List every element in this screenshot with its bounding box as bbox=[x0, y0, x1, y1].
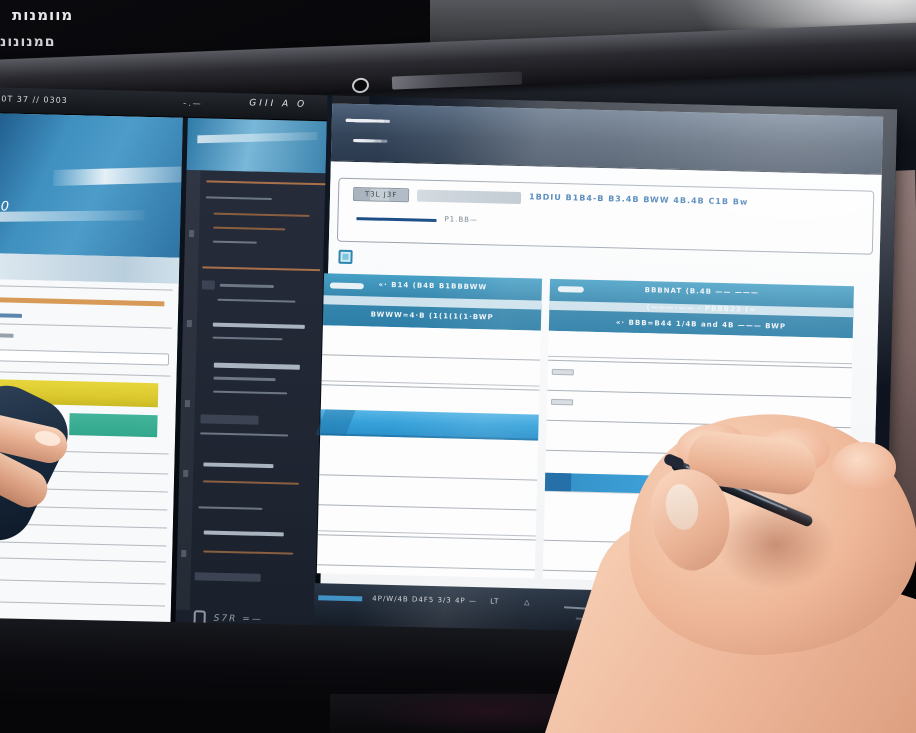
filter-toolbar: T3L J3F 1BDIU B1B4-B B3.4B BWW 4B.4B C1B… bbox=[336, 177, 875, 255]
code-line bbox=[213, 212, 310, 217]
code-line bbox=[203, 462, 274, 469]
code-line bbox=[213, 376, 276, 382]
filter-link[interactable]: 1BDIU B1B4-B B3.4B BWW 4B.4B C1B Bw bbox=[528, 192, 749, 207]
search-field[interactable] bbox=[416, 189, 522, 205]
window-controls-mid[interactable]: -.— bbox=[183, 98, 203, 109]
left-panel-header: 0 bbox=[0, 113, 183, 258]
table-header[interactable]: BBBNAT (B.4B —— ——— (———·—— · PBBB23 (= … bbox=[548, 278, 854, 339]
code-line bbox=[212, 336, 283, 341]
code-editor-panel[interactable]: S7R =— bbox=[174, 117, 327, 654]
header-gloss bbox=[197, 131, 318, 144]
progress-cap bbox=[544, 472, 572, 492]
code-line bbox=[213, 362, 300, 370]
table-header-text: (———·—— · PBBB23 (= bbox=[646, 303, 757, 314]
gutter-mark bbox=[186, 319, 192, 328]
hand-shadow bbox=[716, 500, 836, 590]
table-column-left: «· B14 (B4B B1BBBWW BWWW=4·B (1(1(1(1·BW… bbox=[315, 273, 543, 601]
code-line bbox=[213, 390, 288, 395]
table-rows bbox=[315, 325, 541, 601]
header-badge: 0 bbox=[0, 199, 10, 215]
code-token-box bbox=[200, 414, 259, 425]
status-progress-strip bbox=[318, 595, 363, 602]
code-line bbox=[203, 550, 294, 555]
gutter-mark bbox=[183, 469, 189, 478]
code-line bbox=[202, 266, 321, 272]
row-divider bbox=[0, 371, 171, 377]
window-controls-right[interactable]: GIII A O bbox=[249, 98, 308, 110]
active-filter-underline bbox=[356, 217, 437, 223]
row-label-mark bbox=[0, 313, 23, 318]
code-line bbox=[206, 180, 327, 186]
menu-item[interactable] bbox=[345, 118, 390, 123]
gutter-mark bbox=[184, 399, 190, 408]
code-line bbox=[205, 196, 272, 201]
row-label-mark bbox=[0, 333, 14, 338]
inline-input[interactable] bbox=[0, 349, 170, 366]
row-lead-cell bbox=[551, 368, 574, 376]
gutter-mark bbox=[188, 229, 195, 238]
status-glyph[interactable]: LT bbox=[490, 597, 500, 606]
wall-text: םמנונונ bbox=[0, 34, 56, 50]
row-divider bbox=[0, 323, 172, 329]
segmented-button[interactable]: T3L J3F bbox=[352, 186, 410, 203]
code-line bbox=[198, 506, 263, 510]
table-header-text: «· BBB=B44 1/4B and 4B ——— BWP bbox=[615, 318, 787, 331]
code-line bbox=[217, 298, 296, 303]
row-divider bbox=[0, 541, 167, 547]
left-document-panel: 0 bbox=[0, 113, 183, 650]
table-header-text: BWWW=4·B (1(1(1(1·BWP bbox=[370, 310, 494, 322]
teal-highlight-bar[interactable] bbox=[69, 413, 158, 438]
gutter-mark bbox=[181, 549, 187, 558]
knuckle bbox=[832, 442, 896, 492]
code-token-box bbox=[194, 572, 261, 582]
row-lead-cell bbox=[550, 398, 574, 406]
code-line bbox=[212, 240, 257, 244]
row-divider bbox=[0, 557, 167, 563]
row-divider bbox=[0, 579, 166, 585]
code-line bbox=[219, 283, 274, 289]
bar-notch bbox=[315, 409, 356, 436]
code-line bbox=[212, 322, 305, 329]
select-all-checkbox[interactable] bbox=[338, 249, 353, 264]
code-line bbox=[202, 480, 300, 485]
table-header-text: BBBNAT (B.4B —— ——— bbox=[644, 286, 759, 297]
code-line bbox=[203, 530, 284, 537]
table-header-text: «· B14 (B4B B1BBBWW bbox=[378, 280, 488, 292]
window-controls-left[interactable]: 0T 37 // 0303 bbox=[1, 94, 68, 105]
menu-item[interactable] bbox=[353, 138, 376, 143]
row-divider bbox=[0, 285, 173, 291]
row-divider bbox=[0, 601, 165, 607]
selected-row-bar[interactable] bbox=[315, 409, 539, 441]
header-gloss bbox=[0, 210, 145, 222]
table-header[interactable]: «· B14 (B4B B1BBBWW BWWW=4·B (1(1(1(1·BW… bbox=[322, 273, 543, 331]
filter-sub-label: P1.BB— bbox=[444, 215, 479, 225]
orange-row-bar[interactable] bbox=[0, 297, 165, 307]
code-line bbox=[213, 226, 286, 231]
status-glyph[interactable]: △ bbox=[524, 598, 531, 607]
status-text: 4P/W/4B D4F5 3/3 4P — bbox=[372, 594, 478, 606]
code-token-box bbox=[201, 280, 215, 290]
code-panel-header bbox=[186, 117, 327, 174]
wall-text: מוומנות bbox=[12, 6, 74, 24]
header-gloss bbox=[53, 166, 182, 187]
header-band bbox=[323, 295, 542, 310]
code-line bbox=[200, 432, 289, 437]
